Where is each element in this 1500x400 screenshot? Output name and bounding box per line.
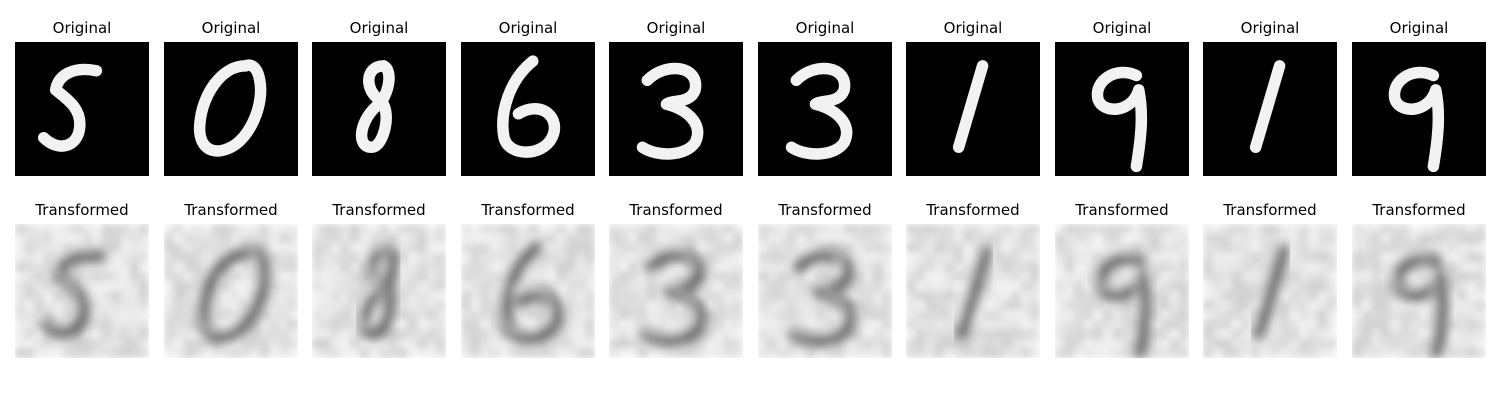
- transformed-title: Transformed: [1042, 201, 1202, 219]
- transformed-title: Transformed: [893, 201, 1053, 219]
- transformed-digit-image: [312, 224, 446, 358]
- original-digit-image: [609, 42, 743, 176]
- original-digit-image: [164, 42, 298, 176]
- transformed-title: Transformed: [151, 201, 311, 219]
- transformed-digit-image: [1352, 224, 1486, 358]
- original-title: Original: [448, 19, 608, 37]
- transformed-digit-image: [15, 224, 149, 358]
- transformed-title: Transformed: [1190, 201, 1350, 219]
- transformed-digit-image: [1203, 224, 1337, 358]
- original-digit-image: [461, 42, 595, 176]
- original-digit-image: [15, 42, 149, 176]
- original-title: Original: [2, 19, 162, 37]
- original-digit-image: [1352, 42, 1486, 176]
- original-title: Original: [1190, 19, 1350, 37]
- transformed-title: Transformed: [745, 201, 905, 219]
- transformed-digit-image: [758, 224, 892, 358]
- original-title: Original: [151, 19, 311, 37]
- original-title: Original: [1339, 19, 1499, 37]
- transformed-digit-image: [461, 224, 595, 358]
- transformed-title: Transformed: [448, 201, 608, 219]
- original-title: Original: [596, 19, 756, 37]
- transformed-digit-image: [1055, 224, 1189, 358]
- original-digit-image: [312, 42, 446, 176]
- transformed-digit-image: [164, 224, 298, 358]
- original-title: Original: [1042, 19, 1202, 37]
- transformed-digit-image: [906, 224, 1040, 358]
- transformed-title: Transformed: [596, 201, 756, 219]
- transformed-title: Transformed: [2, 201, 162, 219]
- transformed-digit-image: [609, 224, 743, 358]
- transformed-title: Transformed: [1339, 201, 1499, 219]
- original-digit-image: [906, 42, 1040, 176]
- original-digit-image: [758, 42, 892, 176]
- transformed-title: Transformed: [299, 201, 459, 219]
- original-title: Original: [299, 19, 459, 37]
- original-title: Original: [893, 19, 1053, 37]
- original-digit-image: [1203, 42, 1337, 176]
- original-digit-image: [1055, 42, 1189, 176]
- original-title: Original: [745, 19, 905, 37]
